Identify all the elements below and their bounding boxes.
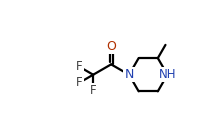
- Text: NH: NH: [159, 68, 176, 81]
- Text: F: F: [76, 60, 83, 73]
- Text: O: O: [106, 40, 116, 53]
- Text: N: N: [124, 68, 134, 81]
- Text: F: F: [90, 84, 97, 97]
- Text: F: F: [76, 76, 83, 89]
